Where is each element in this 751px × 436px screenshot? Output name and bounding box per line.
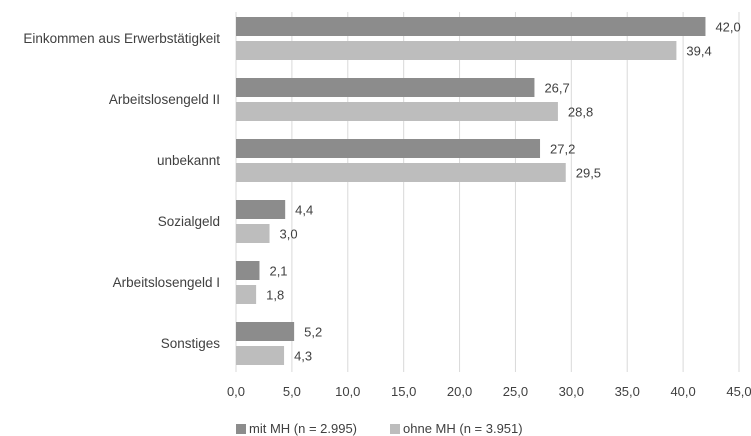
data-label: 4,3 (294, 349, 312, 364)
category-label: unbekannt (157, 153, 220, 168)
legend-swatch (390, 424, 400, 434)
x-tick-label: 25,0 (503, 384, 528, 399)
data-label: 29,5 (576, 166, 601, 181)
gridlines (235, 12, 740, 372)
bar-ohne-mh (236, 102, 558, 121)
bars (236, 17, 706, 365)
x-axis-tick-labels: 0,0 5,0 10,0 15,0 20,0 25,0 30,0 35,0 40,0 45,0 (227, 384, 751, 399)
x-tick-label: 15,0 (391, 384, 416, 399)
bar-ohne-mh (236, 346, 285, 365)
legend-swatch (236, 424, 246, 434)
category-label: Arbeitslosengeld I (113, 275, 220, 290)
x-tick-label: 0,0 (227, 384, 245, 399)
category-label: Einkommen aus Erwerbstätigkeit (23, 31, 220, 46)
bar-ohne-mh (236, 224, 270, 243)
bar-ohne-mh (236, 163, 566, 182)
x-tick-label: 40,0 (670, 384, 695, 399)
category-label: Sonstiges (161, 336, 221, 351)
data-label: 2,1 (269, 264, 287, 279)
x-tick-label: 35,0 (615, 384, 640, 399)
data-label: 42,0 (715, 20, 740, 35)
category-label: Sozialgeld (158, 214, 220, 229)
data-label: 28,8 (568, 105, 593, 120)
data-labels: 42,0 39,4 26,7 28,8 27,229,5 4,4 3,0 2,1 1,8 5,2 4… (266, 20, 741, 364)
x-tick-label: 10,0 (335, 384, 360, 399)
bar-mit-mh (236, 17, 706, 36)
category-label: Arbeitslosengeld II (109, 92, 220, 107)
x-tick-label: 5,0 (283, 384, 301, 399)
bar-mit-mh (236, 139, 541, 158)
bar-mit-mh (236, 78, 535, 97)
data-label: 4,4 (295, 203, 313, 218)
data-label: 27,2 (550, 142, 575, 157)
x-tick-label: 45,0 (726, 384, 751, 399)
data-label: 26,7 (544, 81, 569, 96)
x-tick-label: 20,0 (447, 384, 472, 399)
bar-ohne-mh (236, 41, 677, 60)
bar-ohne-mh (236, 285, 257, 304)
data-label: 1,8 (266, 288, 284, 303)
legend: mit MH (n = 2.995) ohne MH (n = 3.951) (236, 421, 523, 436)
bar-mit-mh (236, 200, 286, 219)
data-label: 3,0 (280, 227, 298, 242)
x-tick-label: 30,0 (559, 384, 584, 399)
category-labels: Einkommen aus Erwerbstätigkeit Arbeitslos… (23, 31, 220, 351)
data-label: 5,2 (304, 325, 322, 340)
bar-mit-mh (236, 322, 295, 341)
data-label: 39,4 (686, 44, 711, 59)
bar-mit-mh (236, 261, 260, 280)
legend-label: mit MH (n = 2.995) (249, 421, 357, 436)
legend-label: ohne MH (n = 3.951) (403, 421, 523, 436)
